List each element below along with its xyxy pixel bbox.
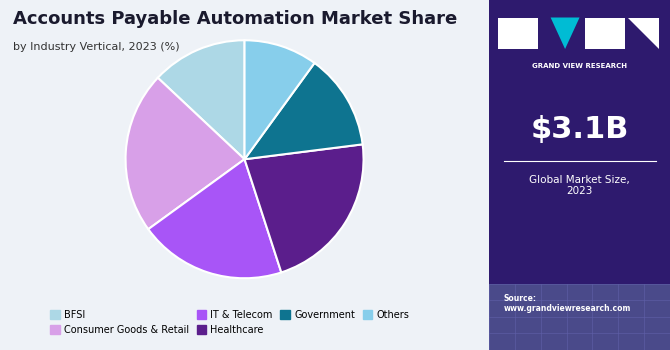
Bar (585, 18, 624, 49)
Wedge shape (158, 40, 245, 159)
Text: Global Market Size,
2023: Global Market Size, 2023 (529, 175, 630, 196)
Wedge shape (148, 159, 281, 278)
Wedge shape (245, 144, 364, 272)
Text: Source:
www.grandviewresearch.com: Source: www.grandviewresearch.com (504, 294, 631, 313)
FancyBboxPatch shape (489, 284, 670, 350)
Text: by Industry Vertical, 2023 (%): by Industry Vertical, 2023 (%) (13, 42, 180, 52)
Bar (498, 18, 538, 49)
Wedge shape (125, 78, 245, 229)
Text: GRAND VIEW RESEARCH: GRAND VIEW RESEARCH (532, 63, 627, 69)
Wedge shape (245, 40, 314, 159)
Wedge shape (245, 63, 362, 159)
Polygon shape (628, 18, 659, 49)
FancyBboxPatch shape (489, 0, 670, 350)
Polygon shape (551, 18, 580, 49)
Text: $3.1B: $3.1B (531, 115, 628, 144)
Legend: BFSI, Consumer Goods & Retail, IT & Telecom, Healthcare, Government, Others: BFSI, Consumer Goods & Retail, IT & Tele… (46, 306, 413, 339)
Text: Accounts Payable Automation Market Share: Accounts Payable Automation Market Share (13, 10, 458, 28)
